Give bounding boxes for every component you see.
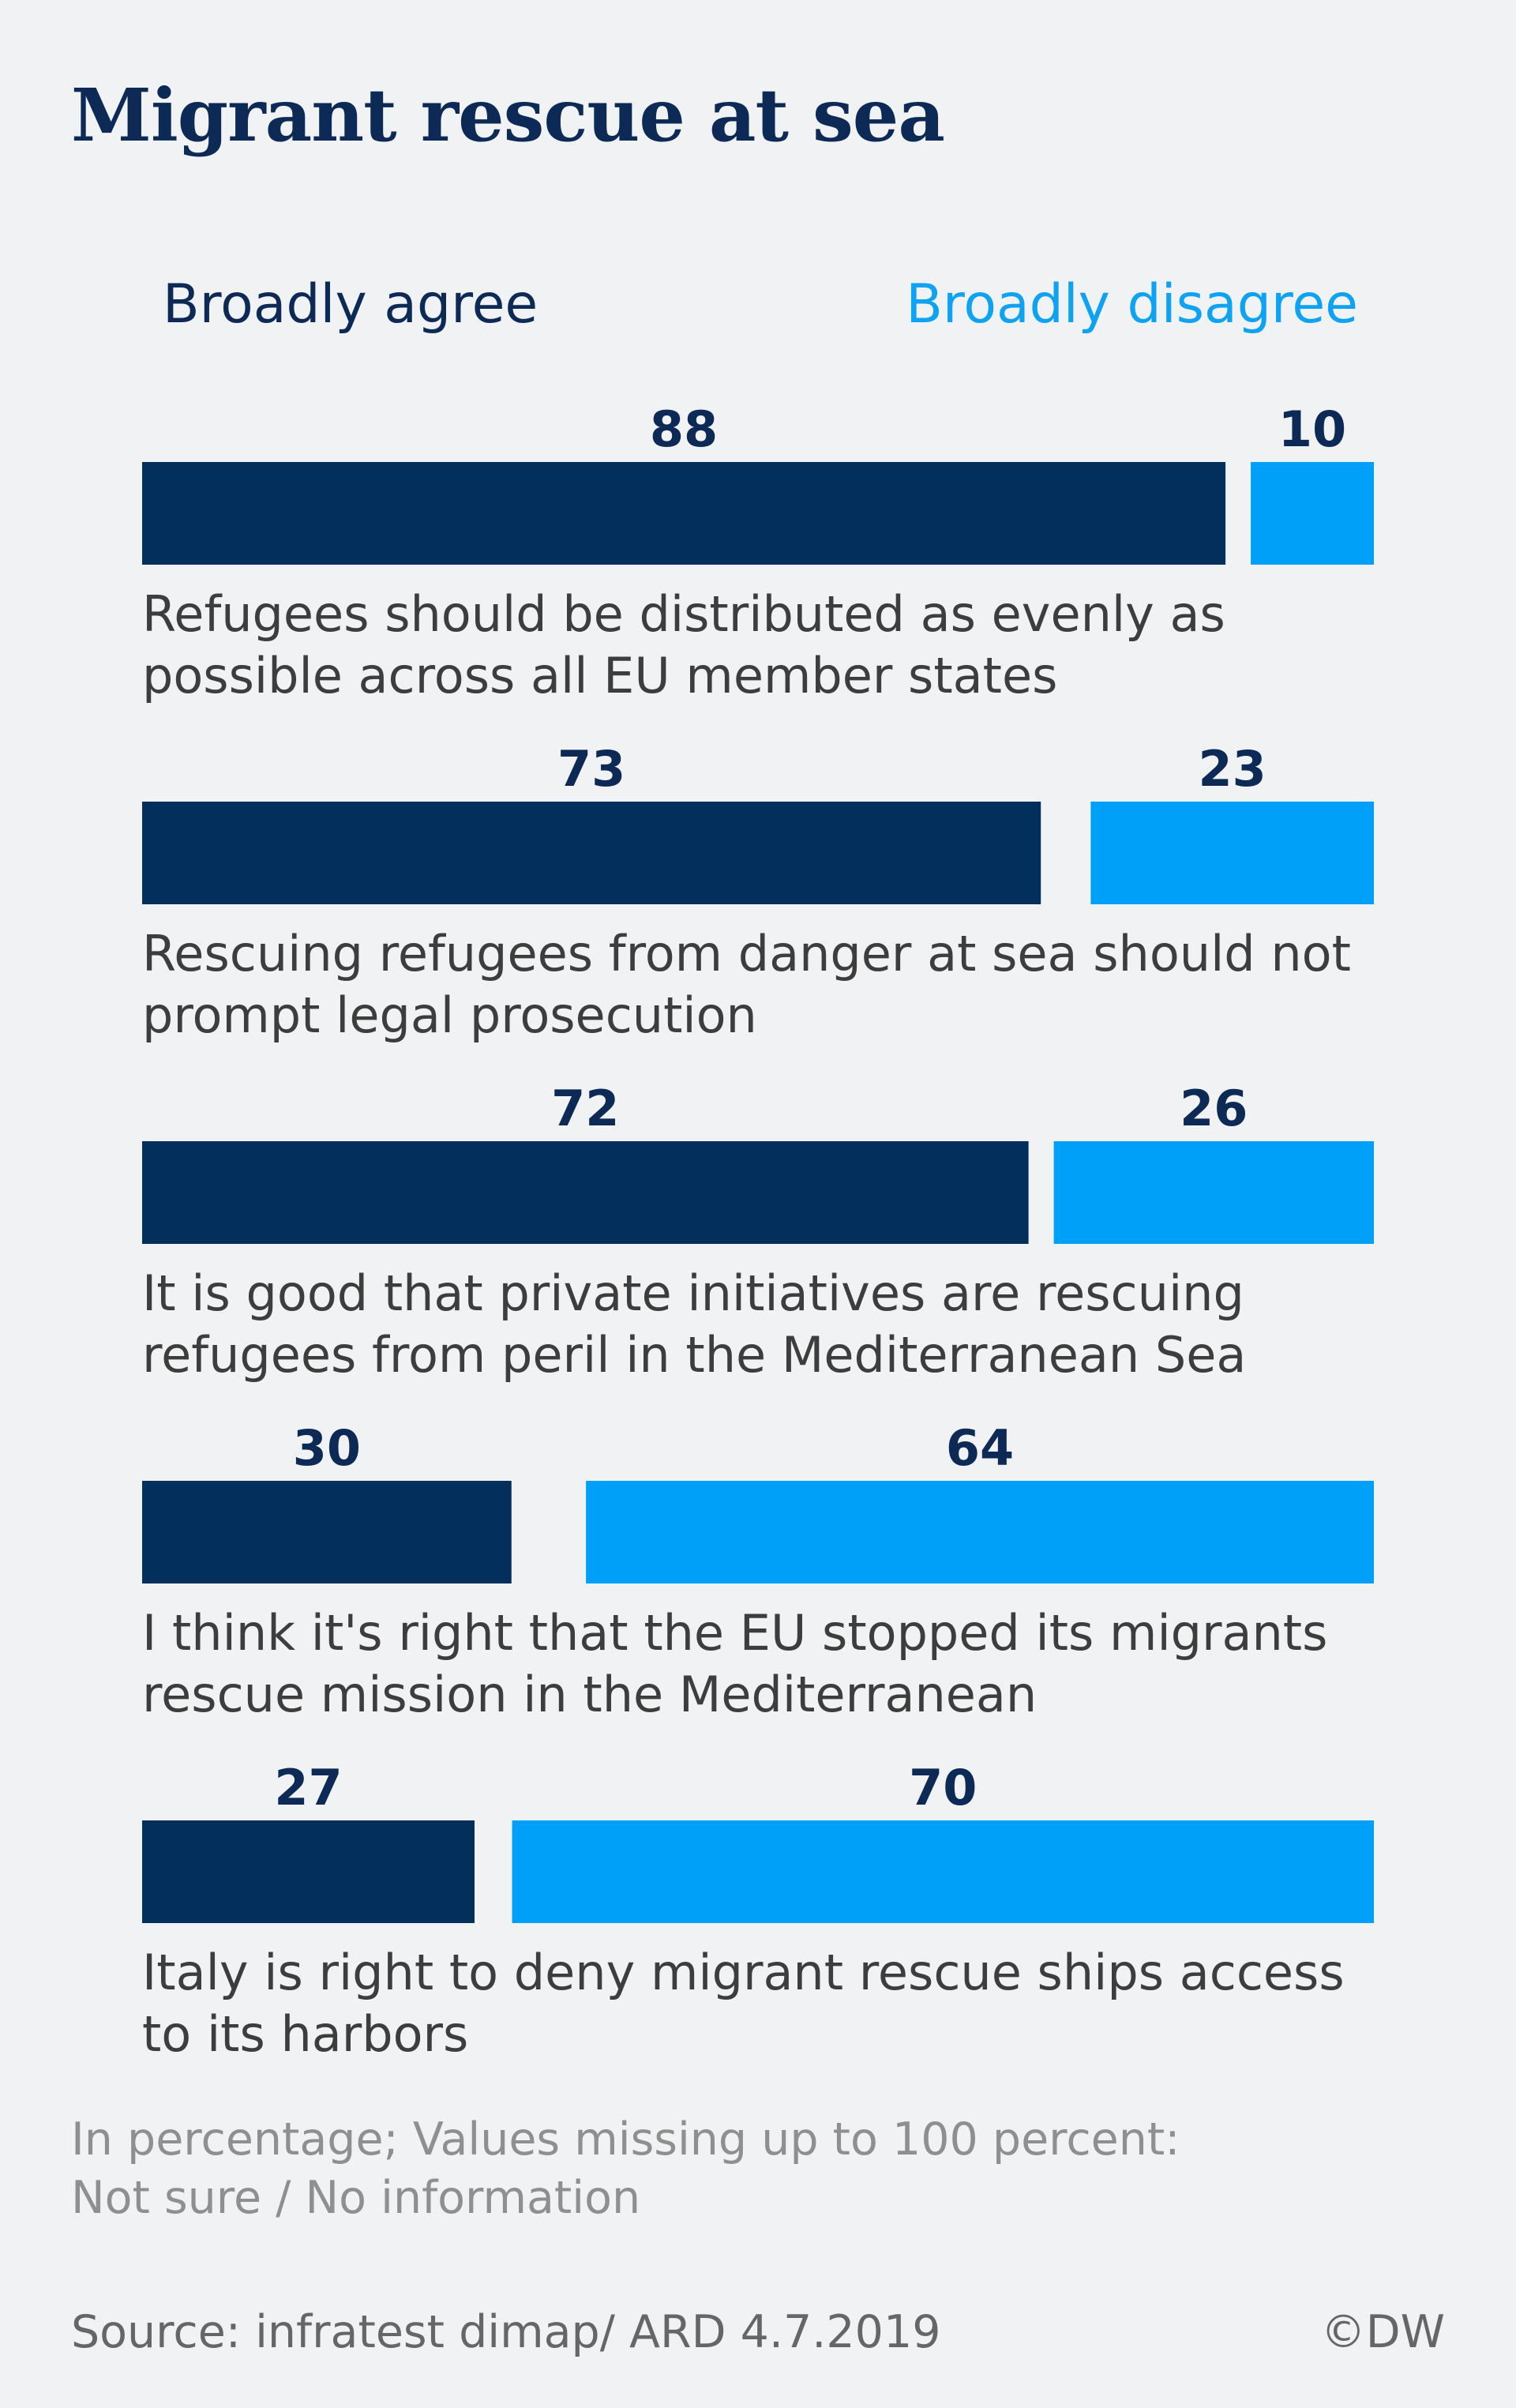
category-label: rescue mission in the Mediterranean: [142, 1666, 1037, 1723]
category-label: to its harbors: [142, 2005, 468, 2063]
bar-agree: [142, 1820, 475, 1923]
category-label: Italy is right to deny migrant rescue sh…: [142, 1944, 1345, 2001]
value-label-agree: 73: [557, 740, 625, 798]
bar-agree: [142, 462, 1226, 565]
bar-agree: [142, 802, 1041, 904]
value-label-agree: 30: [293, 1419, 361, 1477]
legend-disagree: Broadly disagree: [906, 273, 1358, 336]
bar-agree: [142, 1481, 512, 1583]
category-label: Rescuing refugees from danger at sea sho…: [142, 925, 1351, 982]
value-label-disagree: 23: [1199, 740, 1266, 798]
value-label-agree: 72: [551, 1080, 619, 1137]
value-label-disagree: 64: [946, 1419, 1014, 1477]
chart-title: Migrant rescue at sea: [71, 73, 945, 158]
bar-disagree: [512, 1820, 1374, 1923]
category-label: prompt legal prosecution: [142, 986, 757, 1044]
category-label: Refugees should be distributed as evenly…: [142, 585, 1225, 643]
value-label-agree: 27: [274, 1759, 342, 1816]
category-label: It is good that private initiatives are …: [142, 1264, 1244, 1322]
category-label: refugees from peril in the Mediterranean…: [142, 1326, 1246, 1384]
chart-note-line: Not sure / No information: [71, 2172, 641, 2224]
chart-note: In percentage; Values missing up to 100 …: [71, 2110, 1180, 2227]
bar-disagree: [586, 1481, 1374, 1583]
bar-agree: [142, 1141, 1029, 1244]
legend-agree: Broadly agree: [163, 273, 538, 336]
chart-note-line: In percentage; Values missing up to 100 …: [71, 2113, 1180, 2166]
value-label-agree: 88: [650, 400, 718, 458]
value-label-disagree: 70: [909, 1759, 977, 1816]
value-label-disagree: 10: [1278, 400, 1346, 458]
value-label-disagree: 26: [1180, 1080, 1248, 1137]
bar-chart: 88 10 Refugees should be distributed as ev…: [142, 400, 1374, 2063]
bar-disagree: [1090, 802, 1374, 904]
source-text: Source: infratest dimap/ ARD 4.7.2019: [71, 2306, 941, 2358]
bar-disagree: [1053, 1141, 1374, 1244]
credit-text: ©DW: [1320, 2306, 1445, 2358]
category-label: possible across all EU member states: [142, 647, 1057, 704]
bar-disagree: [1251, 462, 1374, 565]
category-label: I think it's right that the EU stopped i…: [142, 1604, 1327, 1662]
